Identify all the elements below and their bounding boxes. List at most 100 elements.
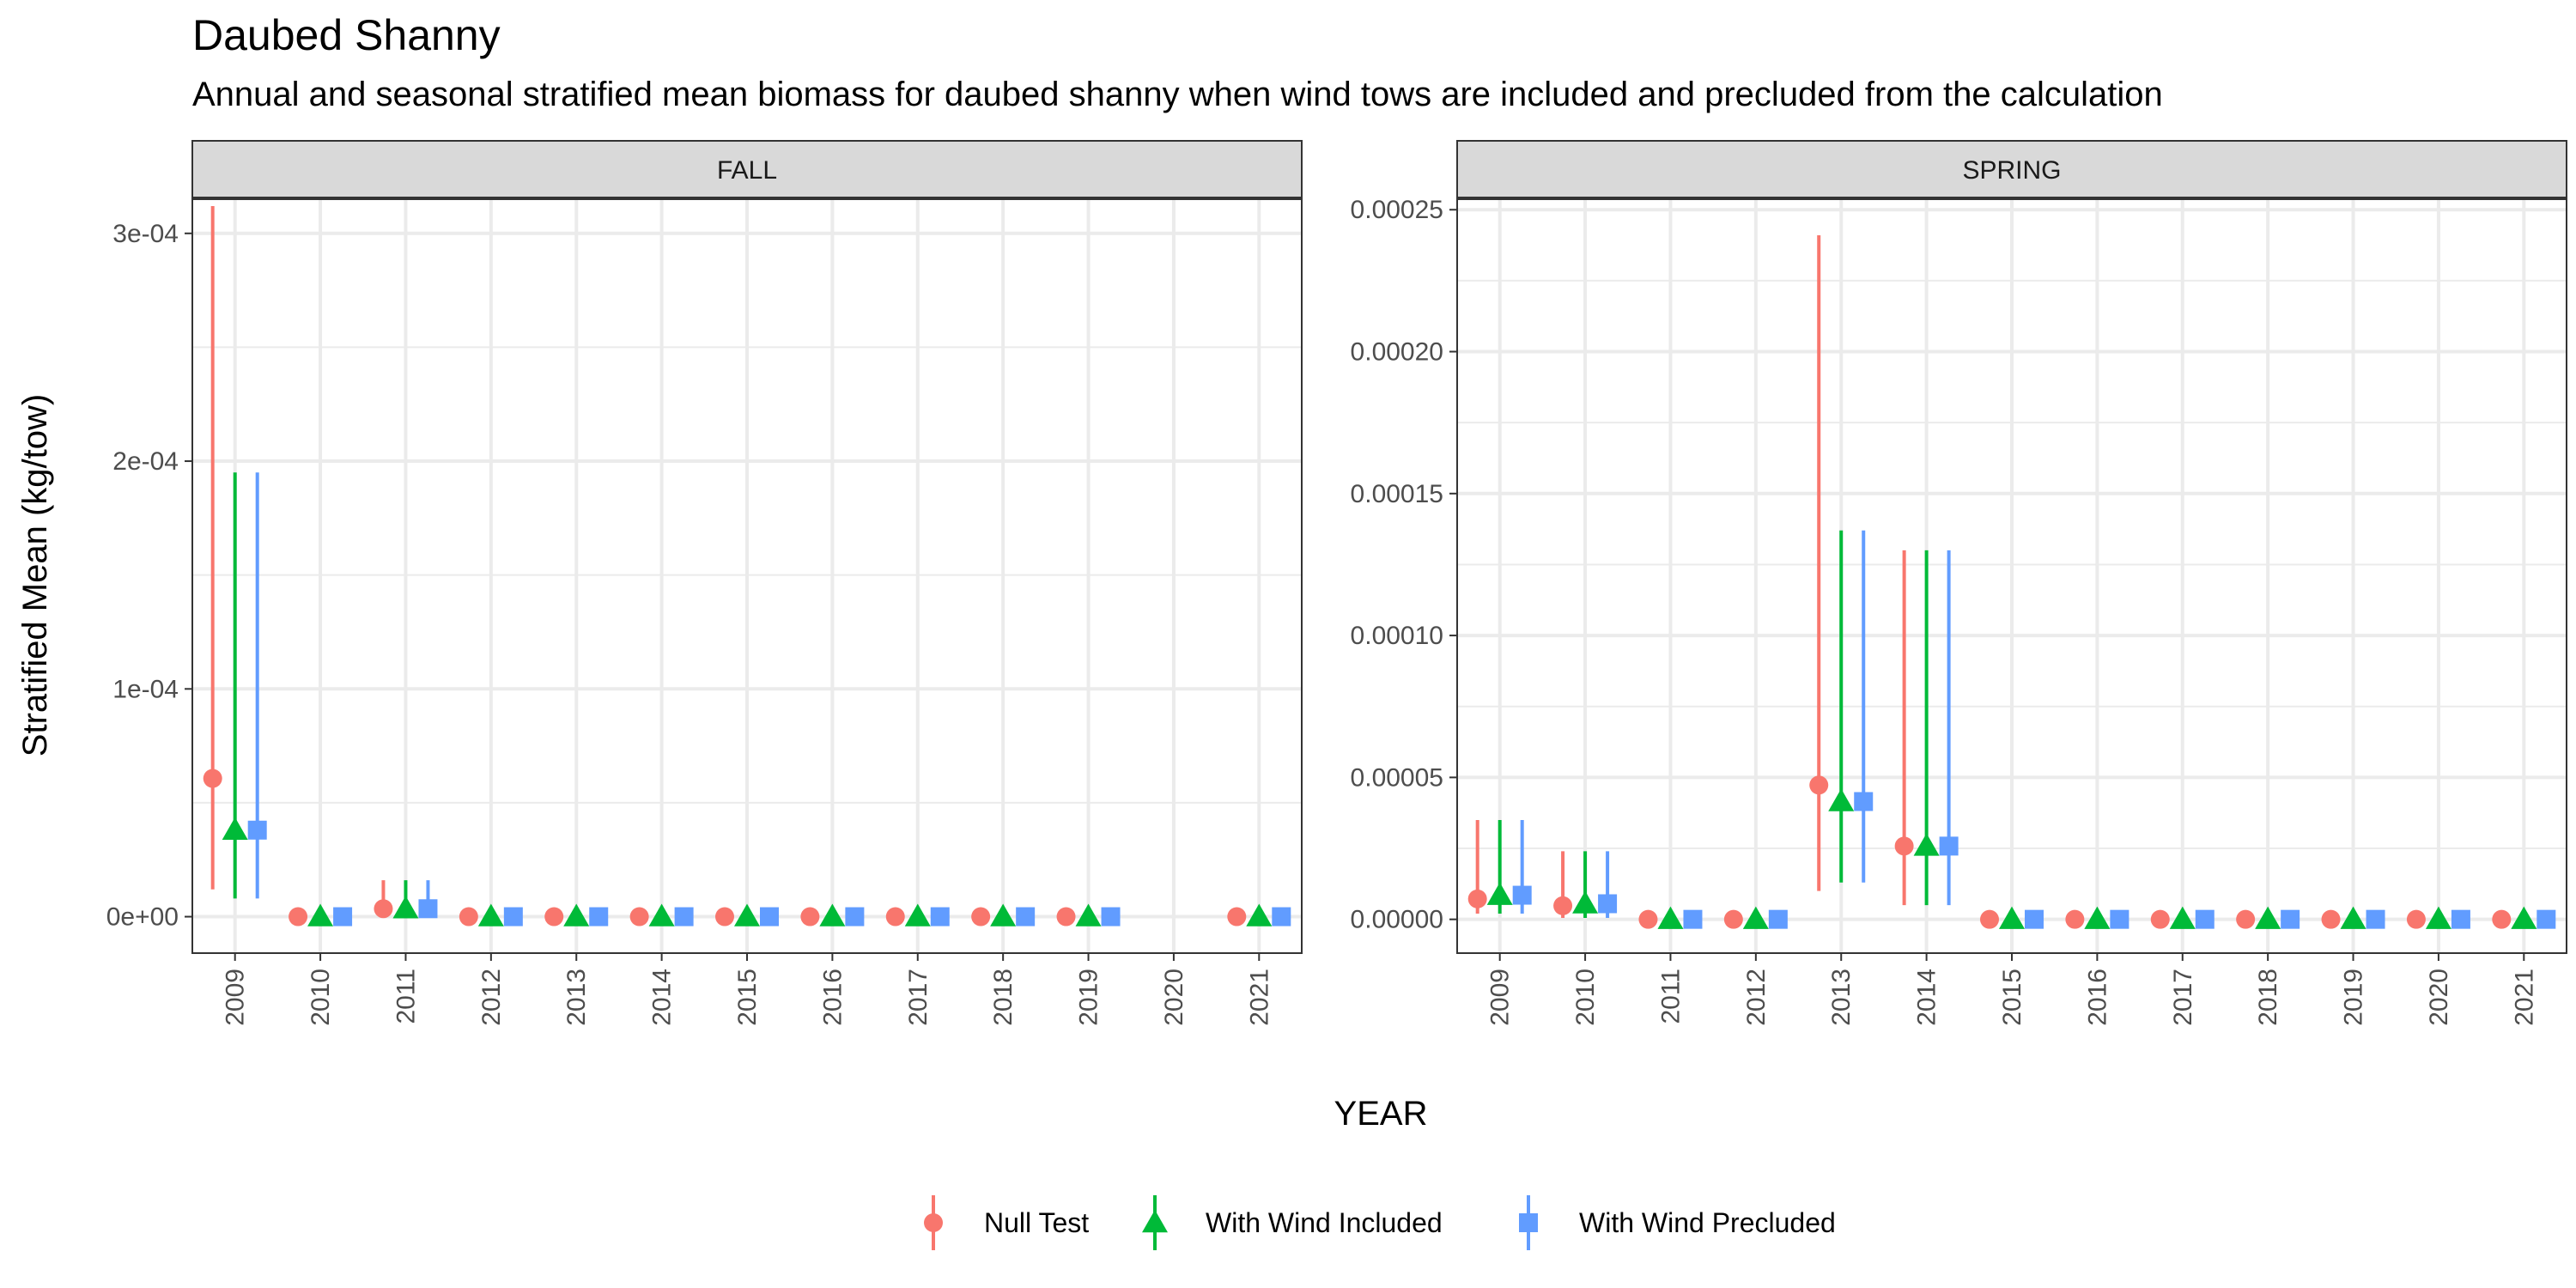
data-point	[333, 907, 353, 927]
data-point	[2425, 906, 2451, 929]
x-tick-label: 2016	[818, 969, 847, 1026]
data-point	[2321, 909, 2341, 929]
data-point	[222, 817, 248, 841]
data-point	[1723, 909, 1743, 929]
data-point	[760, 907, 779, 927]
x-tick-label: 2009	[1486, 969, 1515, 1026]
x-tick-label: 2010	[307, 969, 335, 1026]
data-point	[1512, 885, 1532, 905]
x-axis-title: YEAR	[1334, 1095, 1428, 1133]
x-tick-label: 2012	[1742, 969, 1771, 1026]
y-tick-label: 0.00015	[1351, 480, 1443, 508]
legend-key-marker	[1519, 1213, 1538, 1232]
data-point	[1272, 907, 1291, 927]
data-point	[1768, 909, 1788, 929]
data-point	[2511, 906, 2537, 929]
y-tick-label: 0.00005	[1351, 763, 1443, 792]
x-tick-label: 2013	[1827, 969, 1856, 1026]
data-point	[1657, 906, 1684, 929]
panels-layer: FALL 0e+00 1e-04 2e-04 3e-04 2009 2010 2011 2012…	[106, 140, 2567, 1026]
data-point	[589, 907, 609, 927]
data-point	[2150, 909, 2170, 929]
y-axis-title: Stratified Mean (kg/tow)	[16, 394, 54, 756]
data-point	[2406, 909, 2426, 929]
x-tick-label: 2021	[2510, 969, 2538, 1026]
data-point	[885, 907, 905, 927]
data-point	[1999, 906, 2025, 929]
y-tick-label: 0.00010	[1351, 622, 1443, 650]
data-point	[819, 903, 846, 927]
y-tick-label: 0.00020	[1351, 338, 1443, 367]
data-point	[2084, 906, 2111, 929]
facet-strip-label: FALL	[717, 156, 777, 185]
y-tick-label: 0.00000	[1351, 906, 1443, 934]
data-point	[563, 903, 590, 927]
data-point	[1854, 792, 1874, 811]
data-point	[1638, 909, 1658, 929]
panel-border	[191, 198, 1303, 954]
data-point	[2236, 909, 2256, 929]
data-point	[307, 903, 334, 927]
data-point	[2537, 909, 2556, 929]
x-tick-label: 2018	[989, 969, 1018, 1026]
x-tick-label: 2012	[477, 969, 506, 1026]
data-point	[374, 899, 393, 919]
x-tick-label: 2017	[904, 969, 933, 1026]
data-point	[1894, 836, 1914, 856]
legend-item: With Wind Precluded	[1519, 1195, 1836, 1250]
x-tick-label: 2014	[648, 969, 677, 1026]
y-tick-label: 1e-04	[112, 675, 179, 703]
data-point	[648, 903, 675, 927]
data-point	[1101, 907, 1121, 927]
data-point	[418, 899, 438, 919]
legend-item: Null Test	[924, 1195, 1089, 1250]
x-tick-label: 2015	[733, 969, 762, 1026]
data-point	[1572, 890, 1599, 914]
chart-subtitle: Annual and seasonal stratified mean biom…	[192, 76, 2163, 113]
x-tick-label: 2020	[1160, 969, 1188, 1026]
facet-strip	[191, 140, 1303, 198]
chart-title: Daubed Shanny	[192, 11, 501, 59]
legend-label: Null Test	[984, 1207, 1089, 1238]
data-point	[2110, 909, 2129, 929]
legend-label: With Wind Precluded	[1579, 1207, 1836, 1238]
x-tick-label: 2009	[222, 969, 250, 1026]
legend-key-marker	[1142, 1210, 1168, 1233]
data-point	[459, 907, 478, 927]
panel-border	[1456, 198, 2567, 954]
data-point	[1683, 909, 1703, 929]
data-point	[503, 907, 523, 927]
data-point	[1467, 889, 1487, 908]
legend-key-marker	[924, 1213, 943, 1232]
data-point	[629, 907, 649, 927]
panel-spring: SPRING 0.00000 0.00005 0.00010 0.00015 0.0002…	[1351, 140, 2567, 1026]
data-point	[1016, 907, 1036, 927]
data-point	[734, 903, 760, 927]
data-point	[930, 907, 950, 927]
data-point	[544, 907, 564, 927]
data-point	[2451, 909, 2470, 929]
data-point	[2025, 909, 2044, 929]
data-point	[1227, 907, 1247, 927]
data-point	[1809, 775, 1829, 795]
data-point	[1598, 894, 1618, 914]
data-point	[2065, 909, 2085, 929]
data-point	[2281, 909, 2300, 929]
x-tick-label: 2014	[1913, 969, 1941, 1026]
x-tick-label: 2020	[2425, 969, 2453, 1026]
data-point	[203, 769, 222, 788]
y-tick-label: 3e-04	[112, 220, 179, 248]
data-point	[1056, 907, 1076, 927]
data-point	[1742, 906, 1769, 929]
x-tick-label: 2021	[1245, 969, 1273, 1026]
y-tick-label: 0e+00	[106, 903, 179, 932]
legend-label: With Wind Included	[1206, 1207, 1443, 1238]
x-tick-label: 2019	[2340, 969, 2368, 1026]
data-point	[715, 907, 734, 927]
x-tick-label: 2015	[1998, 969, 2026, 1026]
data-point	[800, 907, 820, 927]
data-point	[2255, 906, 2281, 929]
data-point	[2195, 909, 2215, 929]
legend: Null Test With Wind Included With Wind Pre…	[924, 1195, 1836, 1250]
